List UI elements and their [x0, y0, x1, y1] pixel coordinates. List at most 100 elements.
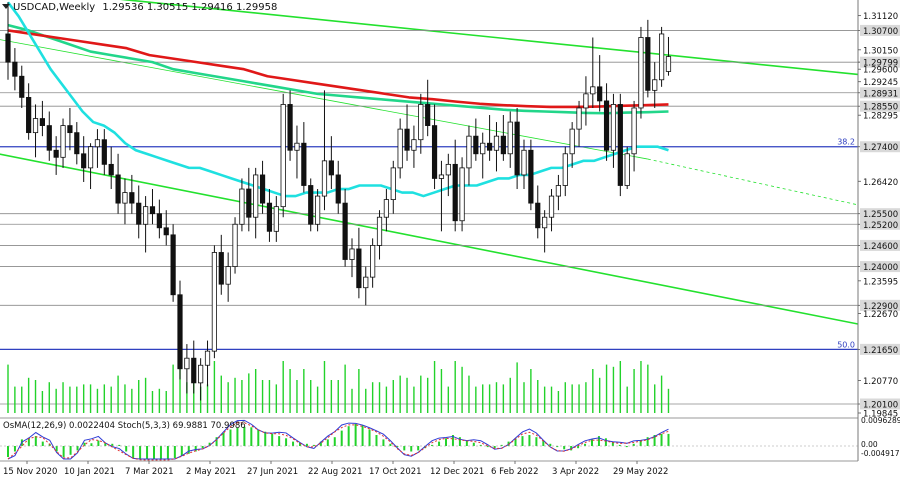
- candle: [500, 115, 506, 161]
- candle: [5, 2, 11, 80]
- y-tick-label: 1.29245: [863, 78, 898, 88]
- candle-body: [363, 276, 369, 289]
- candle-body: [259, 174, 266, 204]
- candle: [122, 178, 128, 225]
- candle-body: [321, 160, 328, 197]
- candle: [81, 136, 87, 182]
- candle-body: [521, 149, 527, 176]
- candle: [142, 196, 149, 253]
- candle-body: [294, 142, 300, 151]
- candle-body: [301, 142, 307, 186]
- candle-body: [473, 135, 479, 155]
- candle: [253, 167, 259, 239]
- candle-body: [246, 188, 252, 218]
- candle-body: [590, 86, 596, 95]
- candle: [363, 266, 369, 306]
- candle: [349, 238, 355, 278]
- candle: [528, 139, 534, 211]
- candle: [46, 111, 52, 161]
- candle: [507, 111, 513, 168]
- candle-body: [342, 202, 348, 260]
- candle-body: [335, 174, 341, 204]
- candle: [198, 358, 204, 401]
- candle-body: [610, 104, 617, 151]
- candle-body: [170, 234, 176, 296]
- candle: [383, 189, 390, 232]
- candle: [376, 210, 383, 260]
- candle: [280, 93, 286, 218]
- candle: [204, 340, 211, 387]
- candle: [129, 174, 135, 214]
- candle: [493, 122, 500, 172]
- candle-body: [129, 192, 135, 204]
- candle: [12, 48, 18, 91]
- candle: [170, 224, 176, 302]
- candle-body: [370, 245, 376, 278]
- candle-body: [665, 56, 672, 72]
- candle: [335, 160, 341, 214]
- candle-body: [198, 364, 204, 384]
- candle-body: [108, 163, 114, 176]
- price-label-box: [860, 299, 900, 311]
- candle-body: [26, 96, 32, 134]
- candle-body: [191, 357, 197, 384]
- channel-line: [0, 39, 648, 160]
- candle-body: [67, 125, 73, 134]
- price-label-box: [860, 24, 900, 36]
- candle: [390, 160, 396, 214]
- indicator-header: OsMA(12,26,9) 0.0022404 Stoch(5,3,3) 69.…: [3, 421, 246, 431]
- dropdown-arrow-icon[interactable]: [2, 4, 10, 9]
- candle-body: [583, 93, 589, 109]
- x-tick-label: 7 Mar 2021: [125, 467, 173, 477]
- candle-body: [555, 185, 562, 197]
- candle-body: [452, 163, 458, 222]
- candle-body: [280, 104, 286, 208]
- candle: [397, 118, 403, 179]
- svg-text:USDCAD,Weekly 1.29536 1.: USDCAD,Weekly 1.29536 1.30515 1.29416 1.…: [13, 2, 277, 13]
- candle: [321, 90, 328, 211]
- candle: [631, 100, 637, 172]
- candle: [225, 252, 231, 302]
- candle: [60, 118, 66, 168]
- candle: [645, 19, 651, 98]
- channel-line: [0, 153, 858, 325]
- ema-mid-line: [7, 23, 669, 115]
- candle-body: [273, 206, 279, 232]
- candle-body: [349, 248, 355, 260]
- y-tick-label: 1.31120: [863, 12, 898, 22]
- fib-label: 38.2: [837, 138, 855, 147]
- candle: [308, 178, 314, 232]
- y-tick-label: 1.29600: [863, 66, 898, 76]
- price-label-box: [860, 398, 900, 410]
- candle-body: [60, 125, 66, 158]
- candle-body: [597, 86, 603, 102]
- candle: [583, 76, 589, 126]
- candle: [191, 340, 197, 394]
- candle-body: [211, 252, 217, 352]
- y-tick-label: 1.23595: [863, 277, 898, 287]
- candle-body: [631, 107, 637, 155]
- candle: [328, 136, 334, 190]
- y-tick-label: 1.28295: [863, 112, 898, 122]
- candle-body: [486, 142, 493, 151]
- candle-body: [314, 195, 321, 225]
- y-tick-label: 1.24000: [863, 263, 898, 273]
- price-label-box: [860, 343, 900, 355]
- candle-body: [535, 202, 541, 229]
- candle-body: [356, 248, 362, 289]
- candle: [535, 185, 541, 239]
- candle-body: [576, 107, 582, 130]
- candle-body: [542, 216, 548, 229]
- candle: [542, 210, 548, 253]
- candle-body: [94, 139, 101, 148]
- candle-body: [659, 33, 665, 81]
- candle: [136, 185, 142, 239]
- candle-body: [404, 128, 410, 151]
- candle-body: [32, 118, 39, 134]
- candle: [266, 189, 273, 242]
- candle-body: [528, 149, 534, 204]
- candle-body: [253, 174, 259, 218]
- candle-body: [115, 174, 121, 204]
- candle-body: [287, 104, 293, 151]
- candle-body: [493, 135, 500, 151]
